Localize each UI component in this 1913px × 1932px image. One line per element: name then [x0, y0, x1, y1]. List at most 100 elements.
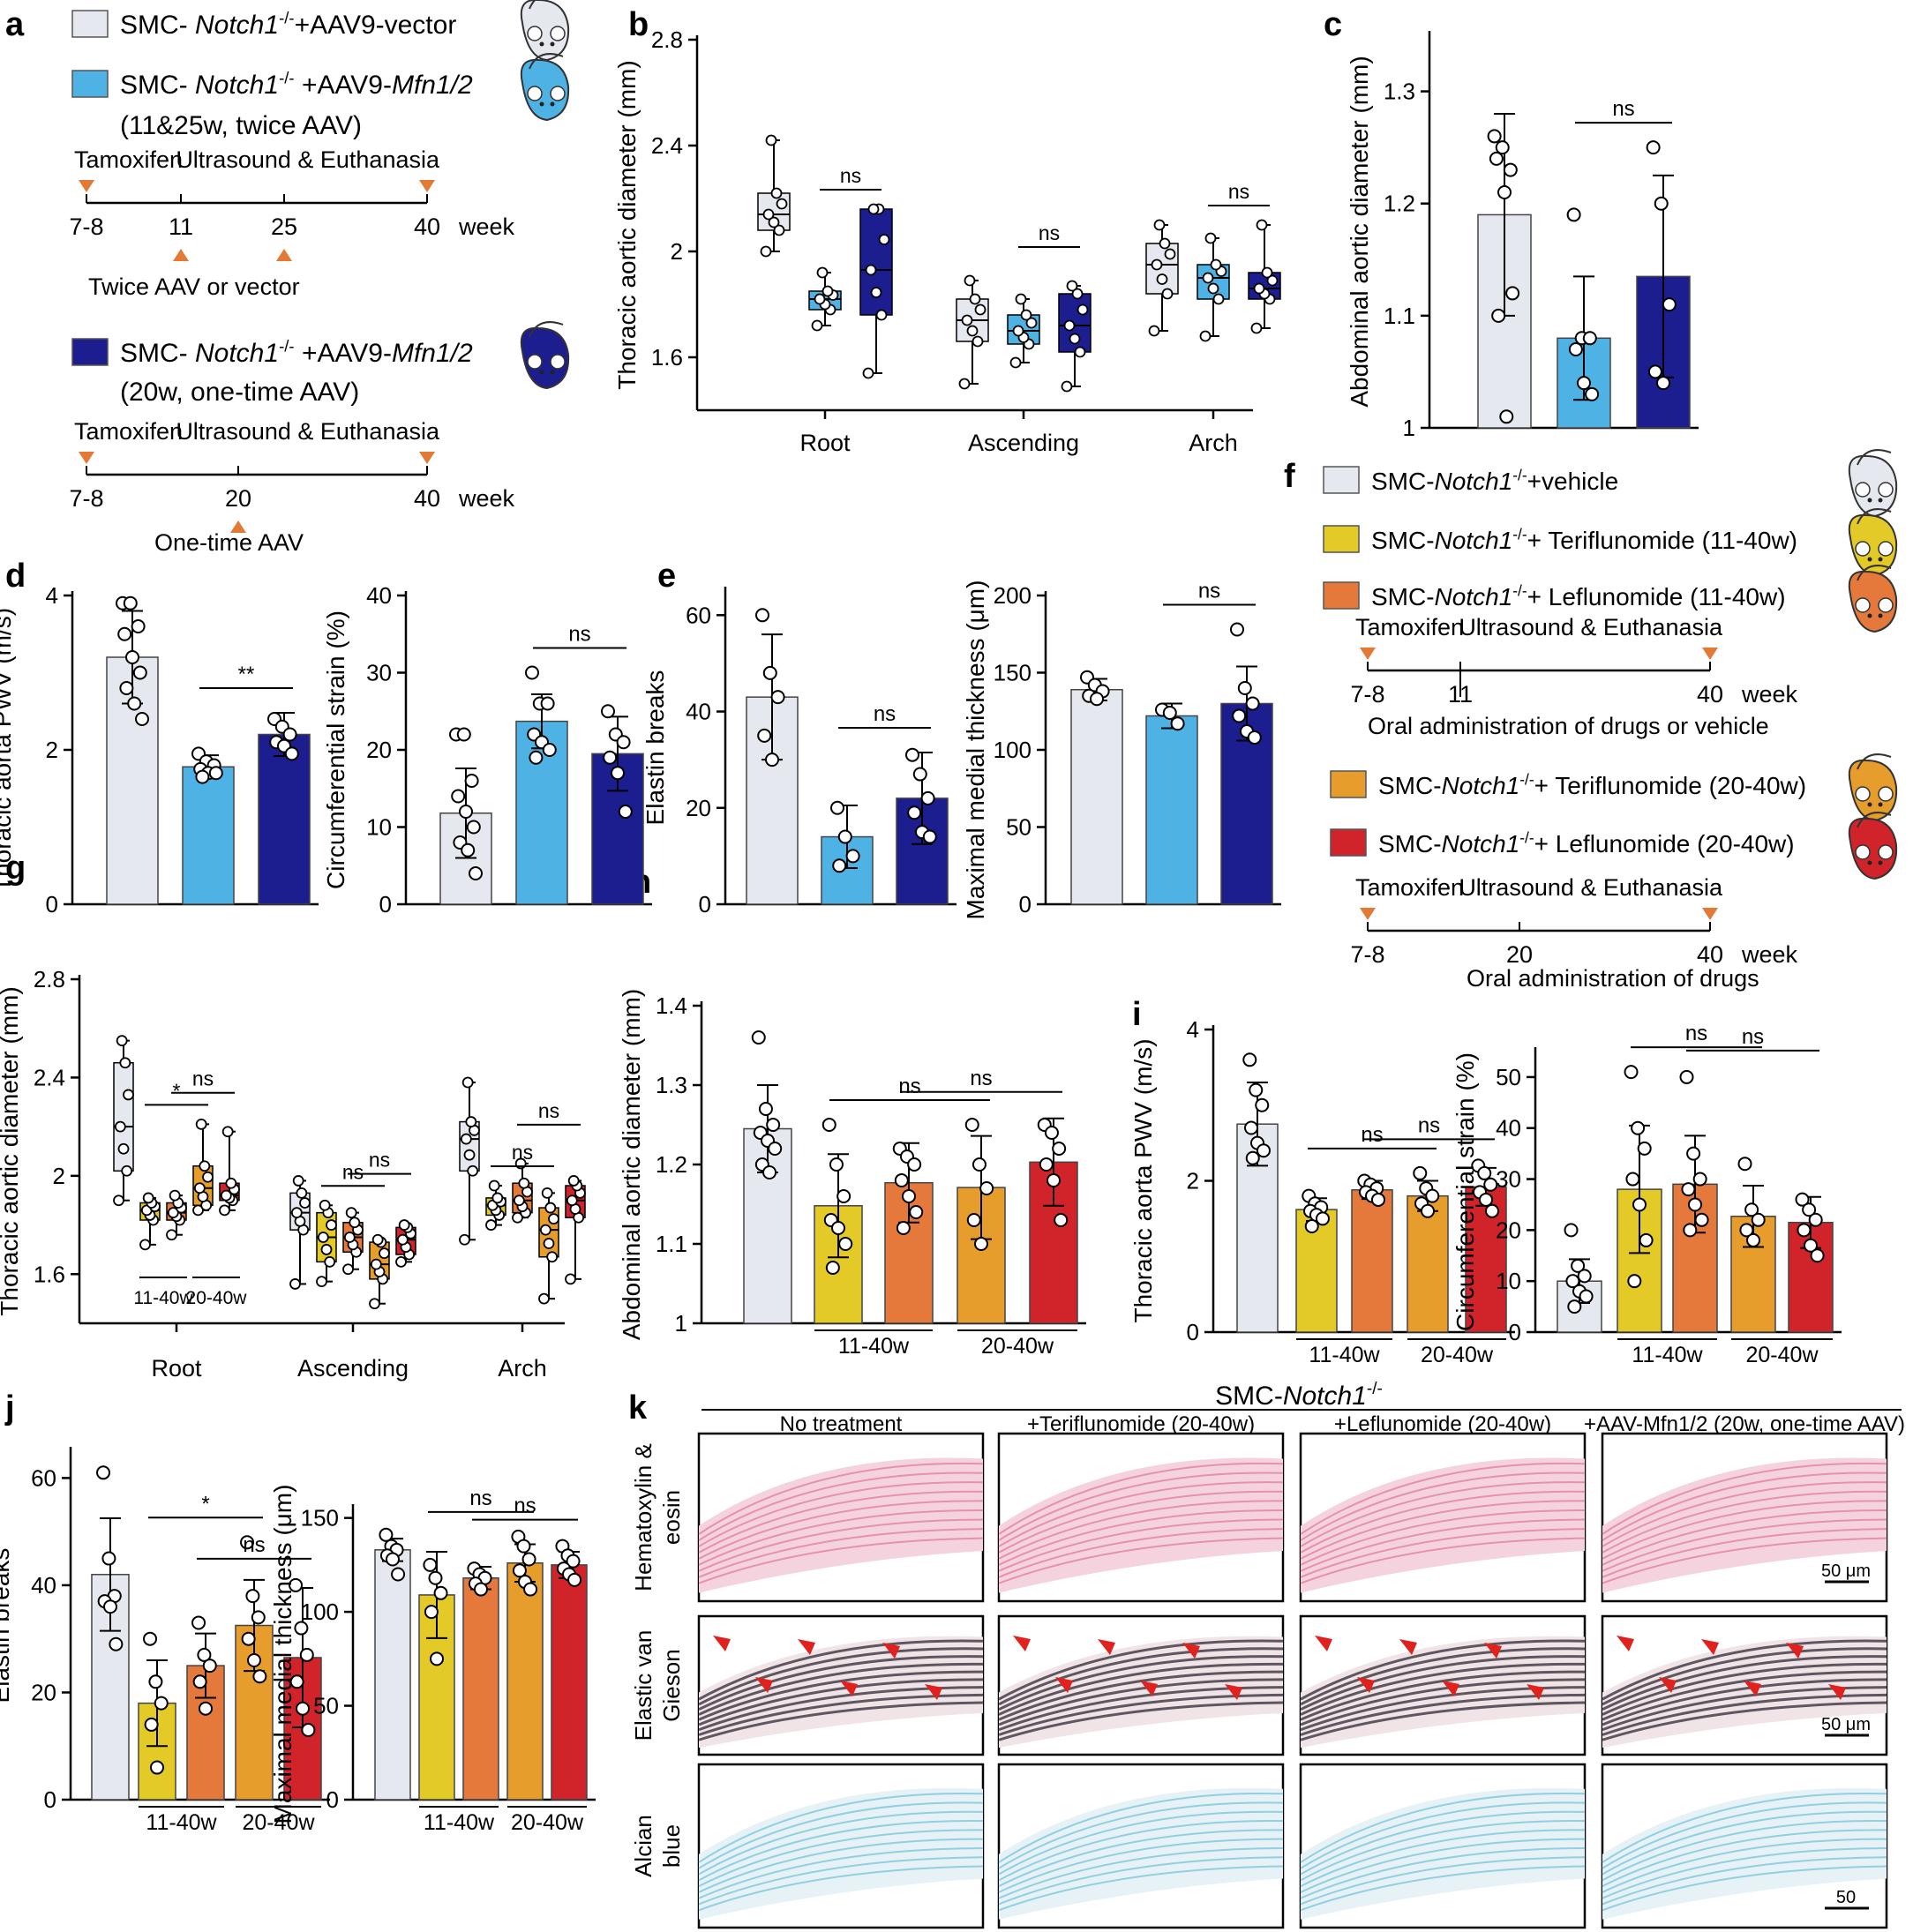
- data-point: [766, 1118, 781, 1132]
- data-point: [540, 696, 555, 711]
- data-point: [391, 1567, 406, 1582]
- data-point: [456, 727, 471, 742]
- mouse-ear: [1855, 786, 1871, 802]
- timeline-f1-bottom: Oral administration of drugs or vehicle: [1368, 713, 1769, 739]
- data-point: [1052, 1142, 1067, 1156]
- data-point: [433, 1585, 448, 1600]
- significance-label: ns: [1612, 97, 1634, 121]
- mouse-tail: [1857, 812, 1892, 828]
- box: [859, 208, 893, 316]
- data-point: [1230, 622, 1244, 637]
- y-axis-label: Circumferential strain (%): [1452, 1052, 1479, 1331]
- data-point: [922, 829, 937, 844]
- data-point: [907, 1157, 922, 1172]
- tissue-fibre: [998, 1846, 1284, 1899]
- tissue-fibre: [1602, 1865, 1887, 1912]
- mouse-ear: [1878, 844, 1894, 860]
- panel-letter-i: i: [1132, 996, 1142, 1033]
- data-point: [616, 735, 631, 750]
- y-tick-label: 150: [301, 1505, 339, 1531]
- data-point: [142, 1192, 154, 1204]
- box: [113, 1061, 134, 1172]
- data-point: [289, 1278, 301, 1290]
- group-label: 11-40w: [133, 1288, 193, 1308]
- data-point: [760, 245, 772, 258]
- mouse-ear: [550, 26, 566, 41]
- data-point: [762, 208, 775, 221]
- data-point: [423, 1557, 438, 1572]
- data-point: [342, 1263, 354, 1276]
- data-point: [831, 1221, 845, 1235]
- timeline-tick-label: 7-8: [1350, 681, 1384, 708]
- tissue-fibre: [1602, 1471, 1887, 1541]
- tissue-fibre: [1602, 1462, 1887, 1535]
- tissue-fibre: [998, 1829, 1284, 1888]
- x-tick-label: Ascending: [297, 1355, 409, 1382]
- legend-text: SMC- Notch1-/- +AAV9-Mfn1/2: [120, 69, 473, 100]
- y-tick-label: 0: [699, 891, 711, 917]
- mouse-icon-f1-2: [1848, 565, 1898, 633]
- tissue-fibre: [998, 1678, 1284, 1726]
- tissue-fibre: [998, 1639, 1284, 1701]
- data-point: [770, 187, 783, 199]
- data-point: [618, 805, 633, 819]
- tissue-fibre: [698, 1639, 984, 1701]
- elastin-break-arrowhead: [1659, 1677, 1677, 1693]
- data-point: [1061, 380, 1073, 393]
- tissue-fibre: [1300, 1670, 1586, 1721]
- data-point: [191, 1615, 206, 1630]
- timeline-up-arrow: [276, 249, 292, 261]
- tissue-fibre: [698, 1481, 984, 1547]
- significance-label: ns: [1685, 1022, 1707, 1045]
- elastin-break-arrowhead: [798, 1639, 815, 1655]
- y-tick-label: 50: [1006, 814, 1032, 841]
- data-point: [1266, 274, 1279, 287]
- data-point: [296, 1701, 310, 1716]
- legend-mfn-twice: SMC- Notch1-/- +AAV9-Mfn1/2: [71, 69, 473, 100]
- histology-row-label: eosin: [658, 1490, 685, 1545]
- data-point: [1686, 1146, 1701, 1161]
- data-point: [875, 309, 888, 321]
- data-point: [469, 866, 483, 880]
- bar: [1407, 1194, 1449, 1333]
- data-point: [1074, 346, 1086, 358]
- legend-text: SMC-Notch1-/-+ Teriflunomide (11-40w): [1371, 525, 1797, 554]
- tissue-fibre: [998, 1801, 1284, 1869]
- legend-f2-1: SMC-Notch1-/-+ Leflunomide (20-40w): [1330, 828, 1795, 857]
- group-label: 11-40w: [838, 1334, 910, 1359]
- mouse-eye: [1878, 498, 1883, 503]
- data-point: [958, 378, 971, 390]
- data-point: [324, 1255, 336, 1268]
- timeline-tick-label: 40: [414, 213, 440, 240]
- y-axis-label: Thoracic aortic diameter (mm): [0, 986, 23, 1315]
- mouse-eye: [550, 41, 555, 47]
- data-point: [1170, 716, 1185, 731]
- data-point: [1802, 1202, 1817, 1217]
- data-point: [512, 1563, 527, 1578]
- y-tick-label: 2.8: [651, 26, 683, 53]
- tissue-fibre: [1300, 1792, 1586, 1863]
- data-point: [1483, 1177, 1498, 1192]
- elastin-break-arrowhead: [1013, 1636, 1031, 1651]
- tissue-fibre: [1300, 1662, 1586, 1716]
- bar: [462, 1577, 499, 1801]
- data-point: [979, 1181, 994, 1195]
- data-point: [765, 753, 779, 768]
- elastin-break-arrowhead: [1357, 1677, 1375, 1693]
- chart-b: 1.6 2 2.4 2.8 Thoracic aortic diameter (mm) R…: [613, 26, 1281, 456]
- timeline-start-label: Tamoxifen: [1355, 874, 1464, 901]
- mouse-eye: [1867, 802, 1872, 807]
- timeline-a2-bottom: One-time AAV: [154, 529, 304, 556]
- data-point: [284, 746, 299, 761]
- timeline-tick-label: 7-8: [69, 213, 103, 240]
- data-point: [1425, 1188, 1440, 1203]
- timeline-down-arrow: [419, 452, 435, 464]
- significance-label: ns: [342, 1160, 364, 1183]
- panel-letter-b: b: [628, 6, 649, 43]
- data-point: [525, 665, 539, 680]
- data-point: [544, 1202, 557, 1214]
- data-point: [123, 595, 138, 610]
- y-axis-label: Maximal medial thickness (μm): [269, 1485, 296, 1824]
- data-point: [1631, 1120, 1646, 1135]
- tissue-fibre: [1300, 1490, 1586, 1554]
